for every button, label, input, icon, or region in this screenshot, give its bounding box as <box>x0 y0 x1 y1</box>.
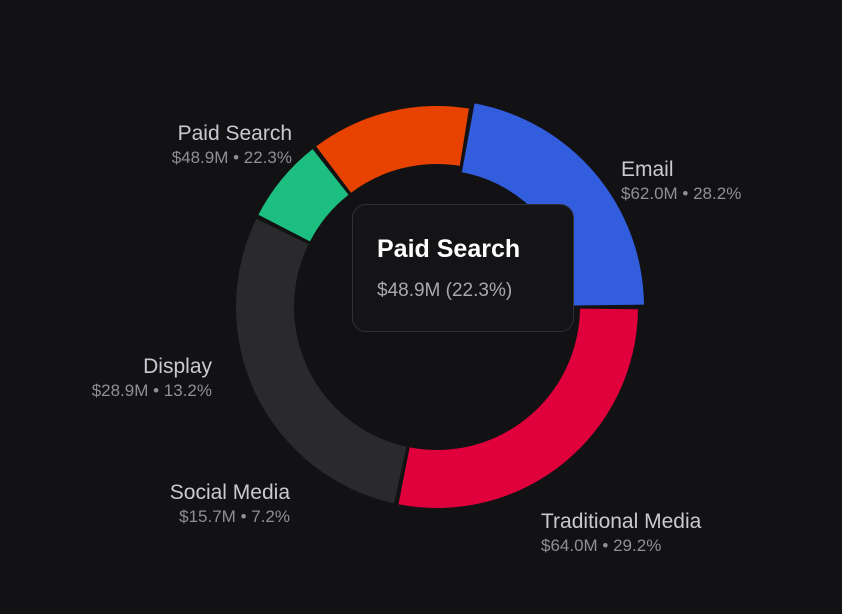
slice-name: Social Media <box>169 481 290 504</box>
slice-name: Display <box>143 355 212 378</box>
slice-traditional-media[interactable] <box>235 218 407 504</box>
chart-tooltip: Paid Search $48.9M (22.3%) <box>352 204 574 332</box>
label-traditional-media: Traditional Media $64.0M • 29.2% <box>541 510 701 556</box>
tooltip-value: $48.9M (22.3%) <box>377 280 513 301</box>
slice-name: Email <box>621 158 674 181</box>
slice-detail: $64.0M • 29.2% <box>541 536 662 555</box>
slice-detail: $15.7M • 7.2% <box>179 507 290 526</box>
label-email: Email $62.0M • 28.2% <box>621 158 741 204</box>
label-paid-search: Paid Search $48.9M • 22.3% <box>172 122 292 168</box>
slice-email[interactable] <box>398 308 638 508</box>
slice-name: Traditional Media <box>541 510 702 533</box>
tooltip-title: Paid Search <box>377 235 521 263</box>
slice-detail: $48.9M • 22.3% <box>171 148 292 167</box>
slice-detail: $62.0M • 28.2% <box>621 184 742 203</box>
slice-social-media[interactable] <box>258 149 349 242</box>
slice-detail: $28.9M • 13.2% <box>91 381 212 400</box>
slice-name: Paid Search <box>177 122 292 145</box>
label-social-media: Social Media $15.7M • 7.2% <box>170 481 290 527</box>
label-display: Display $28.9M • 13.2% <box>92 355 212 401</box>
slice-display[interactable] <box>316 106 469 193</box>
